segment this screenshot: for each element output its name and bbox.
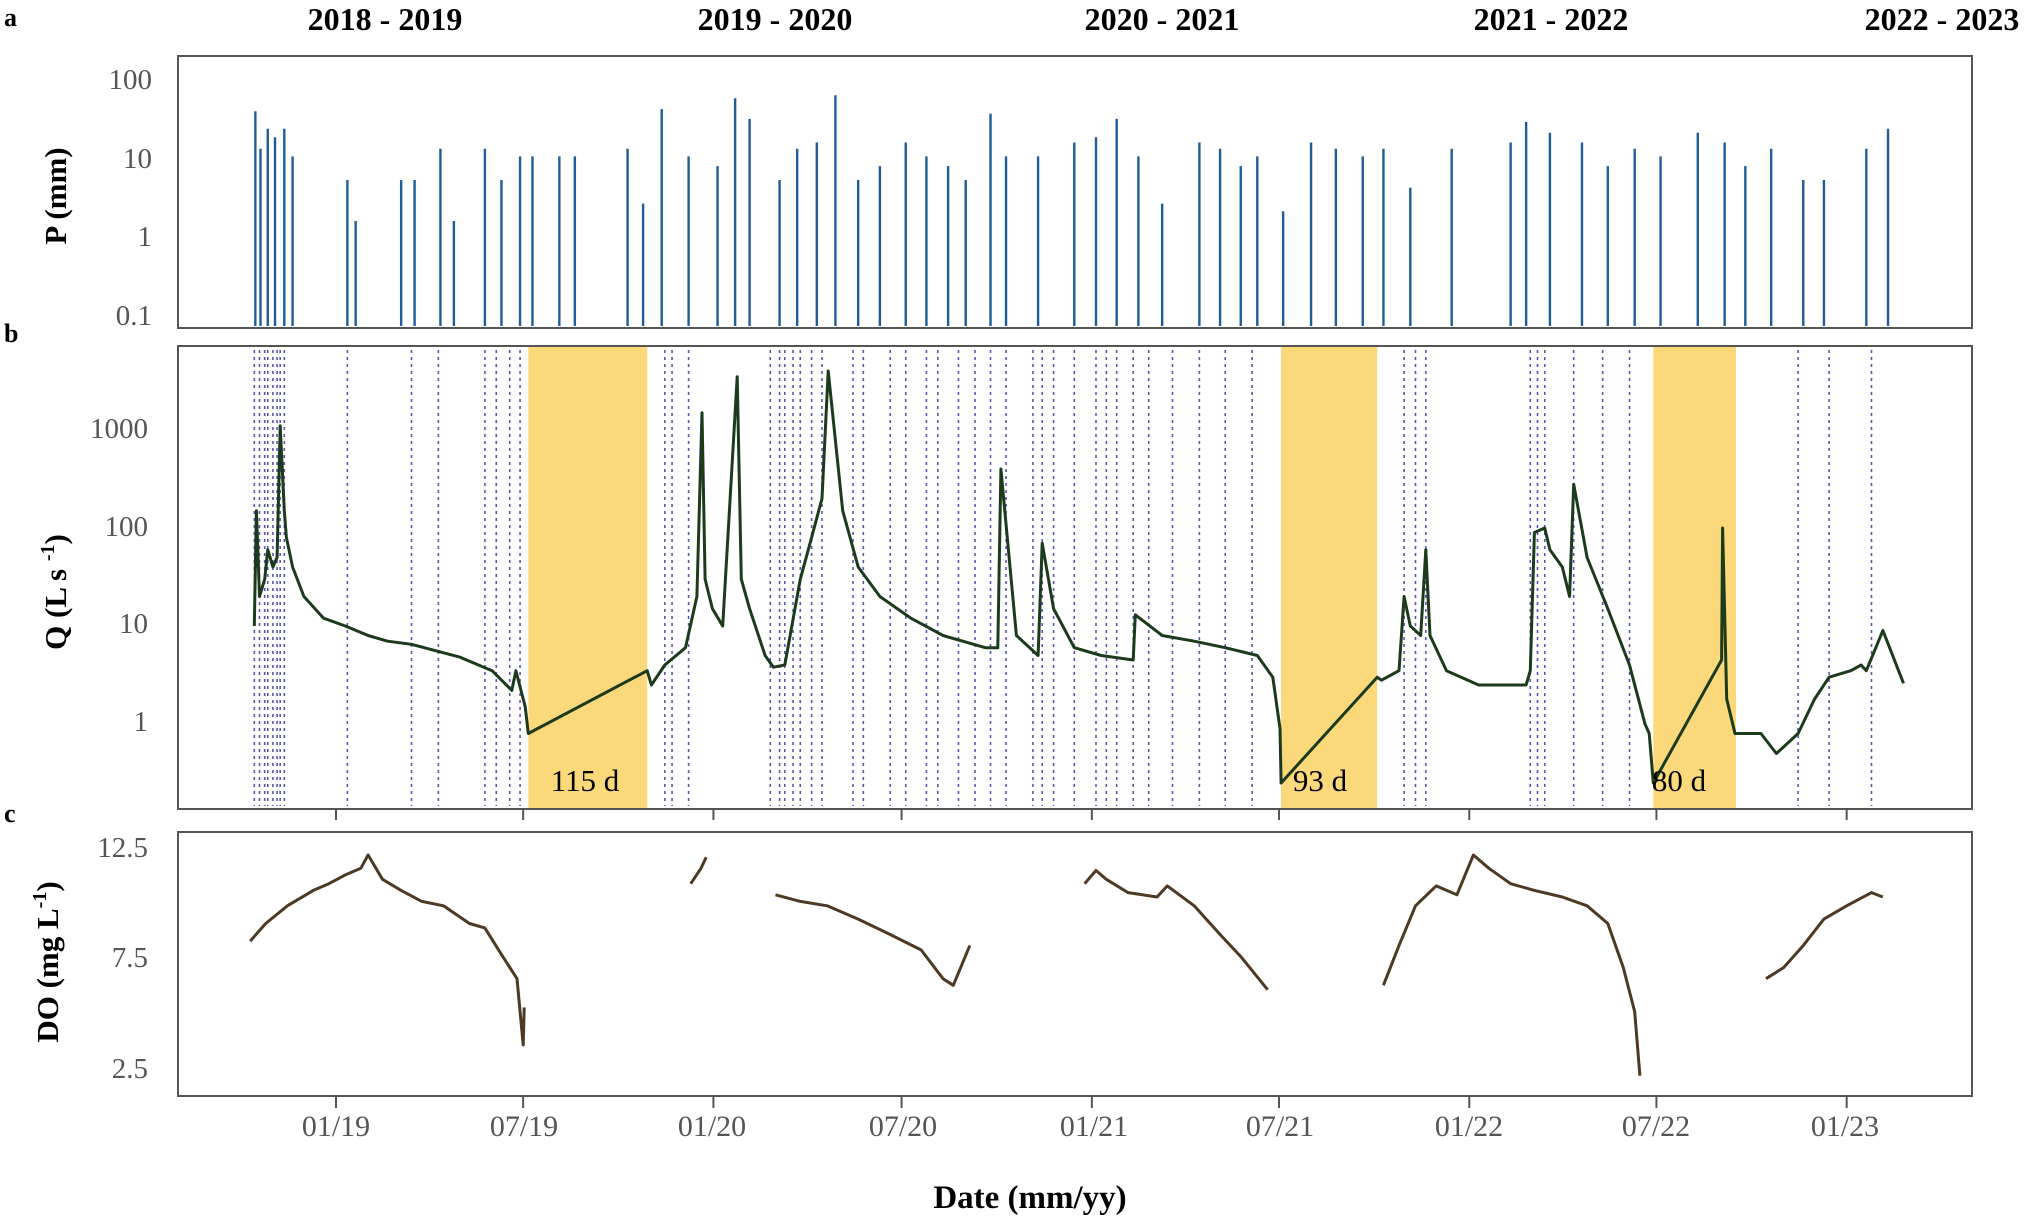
q-ytick-label: 1 xyxy=(134,706,149,738)
no-flow-period-fill xyxy=(1281,347,1378,808)
q-axis-label-text: Q (L s xyxy=(38,561,73,650)
q-axis-label-close: ) xyxy=(38,534,73,544)
q-ytick-label: 1000 xyxy=(90,413,148,445)
x-tick-label: 01/20 xyxy=(678,1110,746,1143)
do-series-line xyxy=(689,856,708,885)
do-ytick-label: 7.5 xyxy=(112,942,148,974)
season-labels: 2018 - 2019 2019 - 2020 2020 - 2021 2021… xyxy=(308,1,2020,37)
p-axis-label: P (mm) xyxy=(38,147,73,244)
q-ytick-label: 10 xyxy=(119,608,148,640)
x-tick-label: 07/21 xyxy=(1246,1110,1314,1143)
do-axis-label: DO (mg L-1) xyxy=(29,881,65,1042)
do-series-line xyxy=(1083,869,1269,991)
precipitation-plot-frame xyxy=(177,55,1973,329)
dissolved-oxygen-panel: 12.5 7.5 2.5 DO (mg L-1) xyxy=(29,831,1973,1097)
rain-event-lines xyxy=(253,350,1873,806)
x-tick-label: 07/19 xyxy=(490,1110,558,1143)
no-flow-duration-label: 93 d xyxy=(1293,763,1348,798)
x-tick-label: 07/20 xyxy=(869,1110,937,1143)
do-ytick-label: 12.5 xyxy=(97,832,148,864)
date-axis: 01/19 07/19 01/20 07/20 01/21 07/21 01/2… xyxy=(302,809,1879,1216)
x-tick-label: 07/22 xyxy=(1622,1110,1690,1143)
do-ytick-label: 2.5 xyxy=(112,1053,148,1085)
season-label: 2021 - 2022 xyxy=(1474,1,1629,37)
top-tick-marks xyxy=(335,809,1848,820)
discharge-series-line xyxy=(252,369,1905,785)
do-series-line xyxy=(1382,853,1642,1076)
p-ytick-label: 1 xyxy=(138,221,153,253)
panel-letter-b: b xyxy=(4,319,18,348)
q-axis-label-superscript: -1 xyxy=(37,544,59,561)
p-ytick-label: 10 xyxy=(123,143,152,175)
x-tick-label: 01/21 xyxy=(1060,1110,1128,1143)
p-ytick-label: 0.1 xyxy=(116,300,152,332)
discharge-panel: 115 d 93 d 80 d 1000 100 10 1 Q (L s -1) xyxy=(37,345,1973,810)
p-ytick-label: 100 xyxy=(109,64,153,96)
x-tick-label: 01/23 xyxy=(1811,1110,1879,1143)
discharge-plot-frame xyxy=(177,345,1973,810)
do-series-lines xyxy=(249,853,1884,1076)
bottom-tick-marks xyxy=(335,1096,1848,1108)
do-series-line xyxy=(775,893,972,987)
panel-letter-c: c xyxy=(4,799,16,828)
x-axis-label: Date (mm/yy) xyxy=(933,1180,1126,1216)
do-axis-label-superscript: -1 xyxy=(29,892,51,909)
precipitation-panel: 100 10 1 0.1 P (mm) xyxy=(38,55,1973,332)
do-axis-label-close: ) xyxy=(30,881,65,891)
x-tick-label: 01/22 xyxy=(1435,1110,1503,1143)
season-label: 2022 - 2023 xyxy=(1865,1,2020,37)
do-plot-frame xyxy=(177,831,1973,1097)
do-series-line xyxy=(249,853,526,1047)
precipitation-bars xyxy=(254,95,1890,326)
no-flow-periods xyxy=(528,347,1737,808)
q-ytick-label: 100 xyxy=(105,511,149,543)
season-label: 2018 - 2019 xyxy=(308,1,463,37)
do-axis-label-text: DO (mg L xyxy=(30,908,65,1042)
x-tick-label: 01/19 xyxy=(302,1110,370,1143)
no-flow-duration-label: 80 d xyxy=(1652,763,1707,798)
q-axis-label: Q (L s -1) xyxy=(37,534,73,650)
do-series-line xyxy=(1765,891,1884,980)
season-label: 2020 - 2021 xyxy=(1085,1,1240,37)
panel-letter-a: a xyxy=(4,3,17,32)
no-flow-period-fill xyxy=(528,347,648,808)
no-flow-duration-label: 115 d xyxy=(551,763,620,798)
season-label: 2019 - 2020 xyxy=(698,1,853,37)
